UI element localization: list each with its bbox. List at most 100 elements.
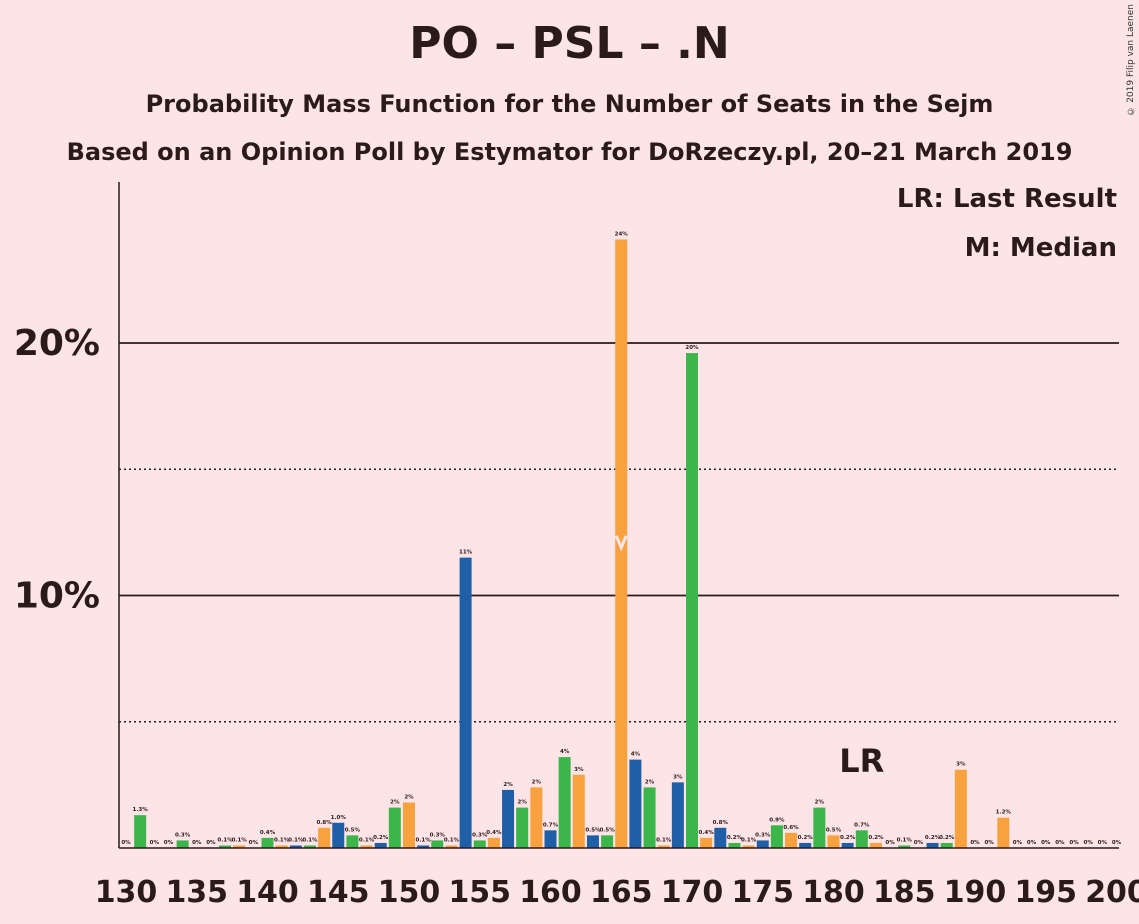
bar-159 [530, 787, 543, 848]
bar-177 [785, 832, 798, 848]
bar-171 [700, 837, 713, 848]
bar-value-label: 0.1% [302, 837, 318, 843]
chart-subtitle: Probability Mass Function for the Number… [145, 90, 994, 118]
bar-value-label: 0.7% [543, 822, 559, 828]
bar-138 [233, 845, 246, 848]
bar-value-label: 0.4% [260, 830, 276, 836]
legend-last-result: LR: Last Result [896, 184, 1117, 214]
last-result-label: LR [839, 742, 884, 780]
bar-182 [855, 830, 868, 848]
bar-value-label: 0% [150, 840, 160, 846]
bar-value-label: 3% [956, 762, 966, 768]
bar-166 [629, 759, 642, 848]
bar-value-label: 0.4% [486, 830, 502, 836]
bar-160 [544, 830, 557, 848]
y-tick-label: 20% [14, 323, 100, 364]
bar-value-label: 0.8% [713, 820, 729, 826]
bar-168 [657, 845, 670, 848]
bar-value-label: 2% [815, 800, 825, 806]
x-tick-label: 140 [236, 875, 299, 910]
bar-value-label: 0.5% [599, 827, 615, 833]
bar-value-label: 0.2% [373, 835, 389, 841]
bar-value-label: 1.0% [331, 815, 347, 821]
bar-value-label: 1.3% [133, 807, 149, 813]
bar-value-label: 2% [390, 800, 400, 806]
bar-value-label: 3% [574, 767, 584, 773]
bar-169 [671, 782, 684, 848]
bar-134 [176, 840, 189, 848]
bar-155 [473, 840, 486, 848]
bar-value-label: 3% [673, 774, 683, 780]
bar-value-label: 0% [192, 840, 202, 846]
bar-value-label: 2% [645, 779, 655, 785]
x-tick-label: 155 [448, 875, 511, 910]
bar-value-label: 0.1% [217, 837, 233, 843]
bar-value-label: 0.3% [755, 832, 771, 838]
bar-value-label: 0% [164, 840, 174, 846]
chart-source-line: Based on an Opinion Poll by Estymator fo… [66, 138, 1073, 166]
bar-172 [714, 827, 727, 848]
bar-147 [360, 845, 373, 848]
bar-value-label: 0% [970, 840, 980, 846]
bar-137 [219, 845, 232, 848]
bar-181 [841, 842, 854, 848]
bar-value-label: 0.1% [359, 837, 375, 843]
x-tick-label: 150 [378, 875, 441, 910]
bar-131 [134, 815, 147, 848]
bar-140 [261, 837, 274, 848]
legend-median: M: Median [964, 233, 1117, 263]
bar-value-label: 0% [1069, 840, 1079, 846]
bar-value-label: 0.6% [783, 825, 799, 831]
x-tick-label: 130 [95, 875, 158, 910]
bar-value-label: 0.2% [798, 835, 814, 841]
bar-value-label: 0% [1013, 840, 1023, 846]
bar-value-label: 0.1% [274, 837, 290, 843]
chart-title: PO – PSL – .N [409, 18, 730, 69]
bar-value-label: 0% [914, 840, 924, 846]
bar-167 [643, 787, 656, 848]
bar-142 [289, 845, 302, 848]
bar-value-label: 0.1% [416, 837, 432, 843]
bar-value-label: 0% [206, 840, 216, 846]
bar-183 [869, 842, 882, 848]
bar-value-label: 0.1% [232, 837, 248, 843]
bar-152 [431, 840, 444, 848]
bar-157 [502, 789, 515, 848]
bar-153 [445, 845, 458, 848]
bar-187 [926, 842, 939, 848]
bar-158 [516, 807, 529, 848]
bar-146 [346, 835, 359, 848]
bar-value-label: 0.8% [316, 820, 332, 826]
bar-value-label: 0.2% [727, 835, 743, 841]
bar-149 [388, 807, 401, 848]
bar-value-label: 0.2% [840, 835, 856, 841]
bar-value-label: 0.1% [741, 837, 757, 843]
bar-143 [303, 845, 316, 848]
bar-value-label: 0.2% [939, 835, 955, 841]
x-tick-label: 195 [1014, 875, 1077, 910]
bar-value-label: 0.4% [699, 830, 715, 836]
x-tick-label: 190 [944, 875, 1007, 910]
bar-value-label: 0.5% [585, 827, 601, 833]
bar-value-label: 2% [503, 782, 513, 788]
bar-value-label: 0% [1041, 840, 1051, 846]
bar-value-label: 0% [121, 840, 131, 846]
bar-161 [558, 757, 571, 848]
bar-value-label: 0% [1098, 840, 1108, 846]
bar-value-label: 24% [615, 231, 629, 237]
x-tick-label: 175 [731, 875, 794, 910]
x-tick-label: 185 [873, 875, 936, 910]
bar-value-label: 4% [560, 749, 570, 755]
y-tick-label: 10% [14, 576, 100, 617]
bar-value-label: 0% [1027, 840, 1037, 846]
x-tick-label: 135 [165, 875, 228, 910]
bar-141 [275, 845, 288, 848]
bar-value-label: 0% [1055, 840, 1065, 846]
bar-value-label: 0% [1112, 840, 1122, 846]
bar-value-label: 0% [885, 840, 895, 846]
bar-176 [770, 825, 783, 848]
bar-175 [756, 840, 769, 848]
bar-value-label: 0.3% [430, 832, 446, 838]
bar-value-label: 2% [518, 800, 528, 806]
bar-value-label: 0% [249, 840, 259, 846]
